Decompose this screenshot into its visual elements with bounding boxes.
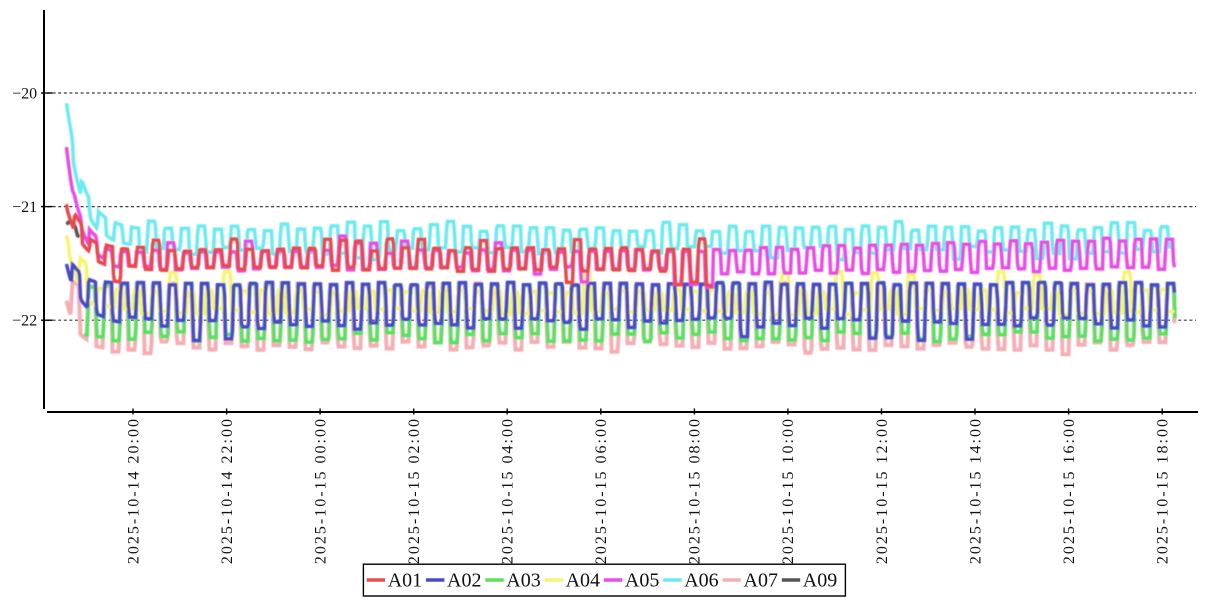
- svg-text:2025-10-15 18:00: 2025-10-15 18:00: [1155, 417, 1172, 564]
- svg-text:2025-10-15 14:00: 2025-10-15 14:00: [967, 417, 984, 564]
- svg-text:2025-10-15 02:00: 2025-10-15 02:00: [406, 417, 423, 564]
- svg-text:A07: A07: [744, 570, 778, 592]
- svg-text:2025-10-14 20:00: 2025-10-14 20:00: [125, 417, 142, 564]
- svg-text:A04: A04: [566, 570, 600, 592]
- svg-text:A05: A05: [625, 570, 659, 592]
- svg-text:A02: A02: [447, 570, 481, 592]
- svg-text:A03: A03: [506, 570, 540, 592]
- svg-text:2025-10-15 04:00: 2025-10-15 04:00: [500, 417, 517, 564]
- svg-text:2025-10-15 00:00: 2025-10-15 00:00: [312, 417, 329, 564]
- svg-text:−22: −22: [12, 313, 37, 330]
- svg-text:A01: A01: [388, 570, 422, 592]
- svg-text:2025-10-15 08:00: 2025-10-15 08:00: [687, 417, 704, 564]
- svg-text:2025-10-15 16:00: 2025-10-15 16:00: [1061, 417, 1078, 564]
- svg-text:−21: −21: [12, 199, 37, 216]
- svg-text:2025-10-15 10:00: 2025-10-15 10:00: [780, 417, 797, 564]
- svg-text:A09: A09: [803, 570, 837, 592]
- svg-text:A06: A06: [684, 570, 718, 592]
- svg-text:−20: −20: [12, 85, 37, 102]
- svg-text:2025-10-15 06:00: 2025-10-15 06:00: [593, 417, 610, 564]
- svg-text:2025-10-14 22:00: 2025-10-14 22:00: [219, 417, 236, 564]
- svg-text:2025-10-15 12:00: 2025-10-15 12:00: [874, 417, 891, 564]
